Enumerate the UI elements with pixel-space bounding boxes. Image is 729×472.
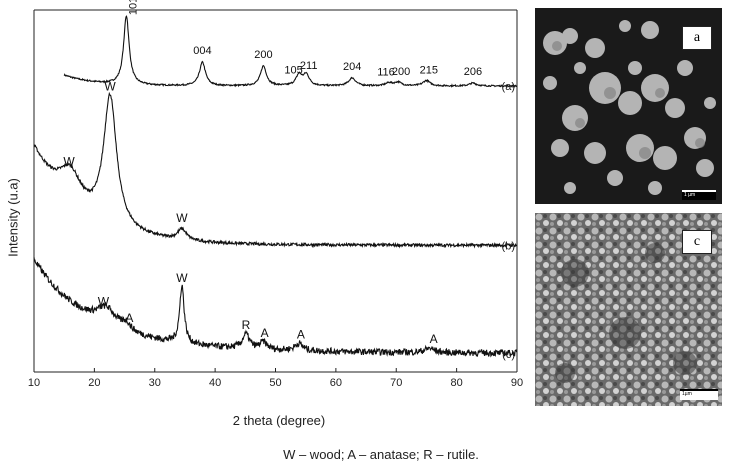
peak-label: 211: [300, 60, 318, 72]
peak-label: A: [261, 326, 269, 340]
sem-image-c: c 1µm: [535, 213, 722, 406]
sem-texture-c: [535, 213, 722, 406]
series-name-label: (a): [502, 81, 515, 93]
peak-label: 200: [254, 49, 272, 61]
peak-label: A: [297, 328, 305, 342]
peak-label: W: [98, 294, 110, 308]
peak-label: 215: [420, 65, 438, 77]
series-line-c: [33, 257, 518, 358]
y-axis-label: Intensity (u.a): [5, 178, 21, 257]
scale-bar-c: 1µm: [680, 389, 718, 400]
peak-label: W: [63, 155, 75, 169]
peak-label: R: [242, 318, 251, 332]
x-axis-label: 2 theta (degree): [232, 413, 326, 428]
peak-label: W: [176, 271, 188, 285]
peak-label: 200: [392, 66, 410, 78]
peak-label: 004: [193, 45, 211, 57]
peak-label: 204: [343, 61, 361, 73]
series-line-b: [33, 91, 518, 249]
x-tick-label: 60: [330, 377, 342, 389]
series-line-a: [63, 15, 518, 89]
peak-label: A: [125, 311, 133, 325]
peak-label: A: [430, 332, 438, 346]
figure-caption: W – wood; A – anatase; R – rutile.: [283, 447, 479, 462]
sem-image-a: a 1 µm: [535, 8, 722, 204]
series-name-label: (c): [502, 349, 515, 361]
x-tick-label: 40: [209, 377, 221, 389]
x-tick-label: 70: [390, 377, 402, 389]
x-tick-label: 50: [269, 377, 281, 389]
peak-label: 101: [127, 0, 139, 15]
x-tick-label: 90: [511, 377, 523, 389]
x-tick-label: 20: [88, 377, 100, 389]
sem-label-c: c: [682, 230, 712, 254]
x-tick-label: 10: [28, 377, 40, 389]
peak-label: 206: [464, 66, 482, 78]
x-tick-label: 80: [451, 377, 463, 389]
peak-label: W: [104, 79, 116, 93]
peak-label: 105: [284, 64, 302, 76]
scale-bar-text-c: 1µm: [682, 391, 692, 397]
x-tick-label: 30: [149, 377, 161, 389]
peak-label: 116: [377, 66, 395, 78]
sem-texture-a: [543, 20, 716, 195]
sem-label-a: a: [682, 26, 712, 50]
scale-bar-text-a: 1 µm: [684, 192, 696, 198]
series-name-label: (b): [502, 240, 515, 252]
peak-label: W: [176, 211, 188, 225]
scale-bar-a: 1 µm: [682, 190, 716, 200]
